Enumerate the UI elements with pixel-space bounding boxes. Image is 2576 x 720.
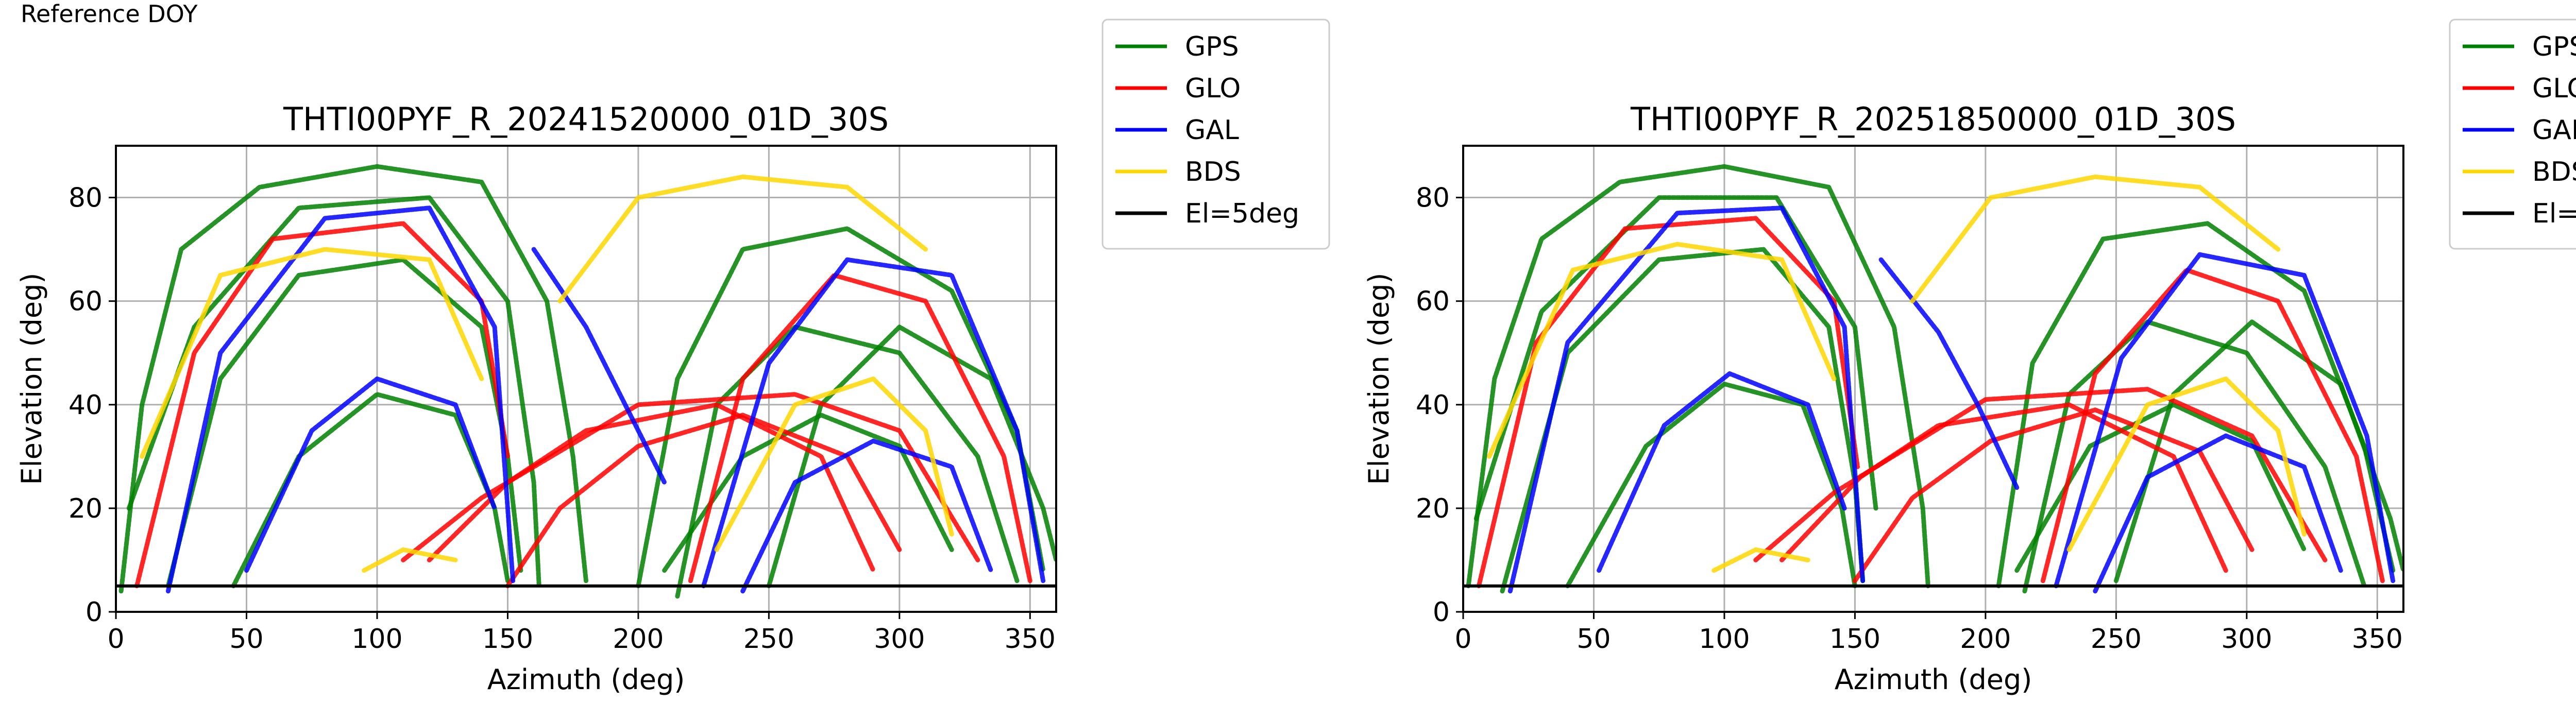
chart-panel-right: 0 50 100 150 200 250 300 350 0 20 40 60 80 THTI00PYF_… <box>1363 19 2576 696</box>
y-tick-label: 0 <box>86 597 103 628</box>
x-axis-label: Azimuth (deg) <box>1835 663 2032 696</box>
track-bds <box>362 547 458 573</box>
satellite-tracks <box>118 164 1056 599</box>
track-gal <box>531 247 667 485</box>
x-tick-label: 0 <box>107 624 124 655</box>
track-gps <box>662 413 954 573</box>
track-bds <box>1487 242 1837 459</box>
reference-doy-label: Reference DOY <box>21 0 198 28</box>
y-tick-label: 20 <box>1416 493 1450 524</box>
satellite-tracks <box>1466 164 2403 594</box>
track-gal <box>1597 371 1847 573</box>
legend-label: El=5deg <box>2532 198 2576 229</box>
chart-title: THTI00PYF_R_20251850000_01D_30S <box>1630 100 2236 138</box>
track-gps <box>2022 319 2367 594</box>
legend-box <box>2449 19 2576 250</box>
track-bds <box>140 247 484 459</box>
track-glo <box>1780 402 2228 573</box>
legend-label: GPS <box>2532 31 2576 62</box>
track-gps <box>126 195 541 589</box>
track-bds <box>714 376 954 552</box>
track-gps <box>1565 382 1857 589</box>
x-tick-label: 50 <box>1577 624 1611 655</box>
y-axis-label: Elevation (deg) <box>1363 273 1395 485</box>
y-tick-label: 60 <box>69 286 103 317</box>
legend-label: GPS <box>1185 31 1239 62</box>
x-tick-label: 200 <box>613 624 664 655</box>
legend: GPS GLO GAL BDS El=5deg <box>1101 19 1330 250</box>
track-glo <box>134 221 510 589</box>
track-gps <box>1473 195 1878 521</box>
x-tick-label: 100 <box>351 624 402 655</box>
x-tick-label: 50 <box>229 624 263 655</box>
track-glo <box>1476 216 1860 589</box>
track-glo <box>427 402 876 573</box>
track-bds <box>1910 174 2281 304</box>
x-tick-label: 250 <box>2091 624 2142 655</box>
track-gal <box>701 257 1046 589</box>
legend-label: GAL <box>1185 115 1239 146</box>
track-bds <box>2066 376 2307 552</box>
track-glo <box>2040 267 2385 584</box>
legend-label: GLO <box>2532 73 2576 104</box>
y-tick-label: 40 <box>69 390 103 421</box>
y-tick-label: 60 <box>1416 286 1450 317</box>
x-tick-label: 100 <box>1699 624 1750 655</box>
track-gps <box>675 324 1020 599</box>
x-axis-label: Azimuth (deg) <box>487 663 685 696</box>
track-gal <box>1507 205 1866 594</box>
legend-box <box>1101 19 1330 250</box>
x-tick-label: 350 <box>1005 624 1056 655</box>
track-gal <box>165 205 516 594</box>
x-tick-label: 150 <box>1829 624 1880 655</box>
track-bds <box>557 174 928 304</box>
track-gps <box>766 324 1056 589</box>
track-glo <box>505 413 902 589</box>
axes-frame <box>115 145 1057 613</box>
track-gps <box>118 164 588 594</box>
legend-label: BDS <box>2532 157 2576 187</box>
x-tick-label: 0 <box>1454 624 1471 655</box>
track-gps <box>1466 164 1930 589</box>
y-tick-label: 20 <box>69 493 103 524</box>
x-tick-label: 300 <box>2221 624 2272 655</box>
track-gal <box>740 438 993 594</box>
chart-title: THTI00PYF_R_20241520000_01D_30S <box>283 100 889 138</box>
track-gal <box>2054 252 2396 589</box>
x-tick-label: 200 <box>1960 624 2011 655</box>
x-tick-label: 300 <box>874 624 925 655</box>
track-gps <box>231 392 510 589</box>
legend-label: BDS <box>1185 157 1241 187</box>
y-tick-label: 40 <box>1416 390 1450 421</box>
axes-frame <box>1462 145 2404 613</box>
track-gal <box>2093 433 2343 594</box>
track-bds <box>1711 547 1810 573</box>
y-tick-label: 0 <box>1433 597 1450 628</box>
legend-label: GAL <box>2532 115 2576 146</box>
x-tick-label: 150 <box>482 624 533 655</box>
track-glo <box>1753 387 2328 562</box>
x-tick-label: 250 <box>743 624 794 655</box>
track-glo <box>1852 407 2255 584</box>
x-tick-label: 350 <box>2352 624 2403 655</box>
track-gps <box>2113 319 2403 584</box>
y-tick-label: 80 <box>1416 183 1450 214</box>
legend: GPS GLO GAL BDS El=5deg <box>2449 19 2576 250</box>
legend-label: GLO <box>1185 73 1241 104</box>
y-axis-label: Elevation (deg) <box>15 273 48 485</box>
chart-panel-left: 0 50 100 150 200 250 300 350 0 20 40 60 80 THTI00PYF_… <box>15 19 1330 696</box>
track-gal <box>244 376 497 573</box>
y-tick-label: 80 <box>69 183 103 214</box>
legend-label: El=5deg <box>1185 198 1299 229</box>
track-gal <box>1878 257 2020 490</box>
